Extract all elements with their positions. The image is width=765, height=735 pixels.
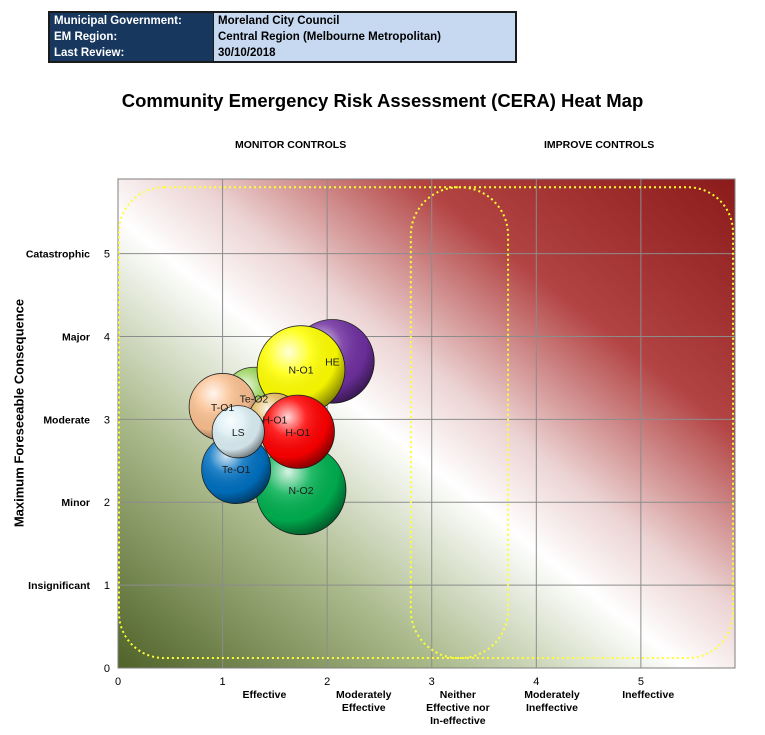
- x-tick-label: 3: [429, 676, 435, 688]
- x-category-label: Moderately Effective: [336, 689, 392, 714]
- chart-title: Community Emergency Risk Assessment (CER…: [121, 90, 644, 111]
- zone-label-improve: IMPROVE CONTROLS: [544, 139, 655, 151]
- y-tick-label: 1: [104, 580, 110, 592]
- bubble-shine: [256, 444, 346, 535]
- x-category-label: Neither Effective nor In-effective: [426, 689, 490, 727]
- info-label: EM Region:: [49, 29, 214, 45]
- info-label: Last Review:: [49, 45, 214, 62]
- info-value: 30/10/2018: [213, 45, 516, 62]
- x-tick-label: 1: [220, 676, 226, 688]
- improve-zone-outline: [409, 186, 510, 660]
- y-category-label: Insignificant: [28, 580, 90, 592]
- x-tick-label: 4: [533, 676, 539, 688]
- bubble-label: T-O1: [211, 402, 234, 414]
- y-tick-label: 4: [104, 331, 110, 343]
- x-tick-label: 2: [324, 676, 330, 688]
- info-value: Central Region (Melbourne Metropolitan): [213, 29, 516, 45]
- bubble-label: HE: [325, 356, 340, 368]
- x-category-label: Effective: [243, 689, 287, 701]
- bubble-shine: [257, 325, 345, 414]
- y-category-label: Catastrophic: [26, 249, 90, 261]
- x-tick-label: 0: [115, 676, 121, 688]
- bubble-label: N-O2: [288, 485, 313, 497]
- bubble: [211, 405, 265, 459]
- x-category-label: Ineffective: [622, 689, 674, 701]
- x-category-label: Moderately Ineffective: [524, 689, 580, 714]
- info-table: Municipal Government: Moreland City Coun…: [48, 11, 517, 63]
- zone-label-monitor: MONITOR CONTROLS: [235, 139, 347, 151]
- bubble-shine: [212, 405, 265, 458]
- y-category-label: Minor: [61, 497, 90, 509]
- y-category-label: Major: [62, 331, 90, 343]
- bubble: [260, 394, 335, 469]
- info-row: Last Review: 30/10/2018: [49, 45, 516, 62]
- bubble-shine: [261, 395, 335, 469]
- x-tick-label: 5: [638, 676, 644, 688]
- y-tick-label: 2: [104, 497, 110, 509]
- bubble-label: LS: [232, 427, 245, 439]
- y-tick-label: 5: [104, 249, 110, 261]
- bubble: [256, 325, 346, 414]
- y-tick-label: 0: [104, 663, 110, 675]
- bubble-label: Te-O2: [240, 394, 269, 406]
- y-tick-label: 3: [104, 414, 110, 426]
- info-row: EM Region: Central Region (Melbourne Met…: [49, 29, 516, 45]
- y-category-label: Moderate: [43, 414, 90, 426]
- info-value: Moreland City Council: [213, 12, 516, 29]
- bubble-label: H-O1: [285, 427, 310, 439]
- bubble-label: Te-O1: [222, 464, 251, 476]
- info-label: Municipal Government:: [49, 12, 214, 29]
- bubble-label: N-O1: [288, 365, 313, 377]
- monitor-zone-outline: [118, 186, 734, 660]
- bubble: [255, 444, 347, 536]
- bubble-label: H-O1: [262, 414, 287, 426]
- info-row: Municipal Government: Moreland City Coun…: [49, 12, 516, 29]
